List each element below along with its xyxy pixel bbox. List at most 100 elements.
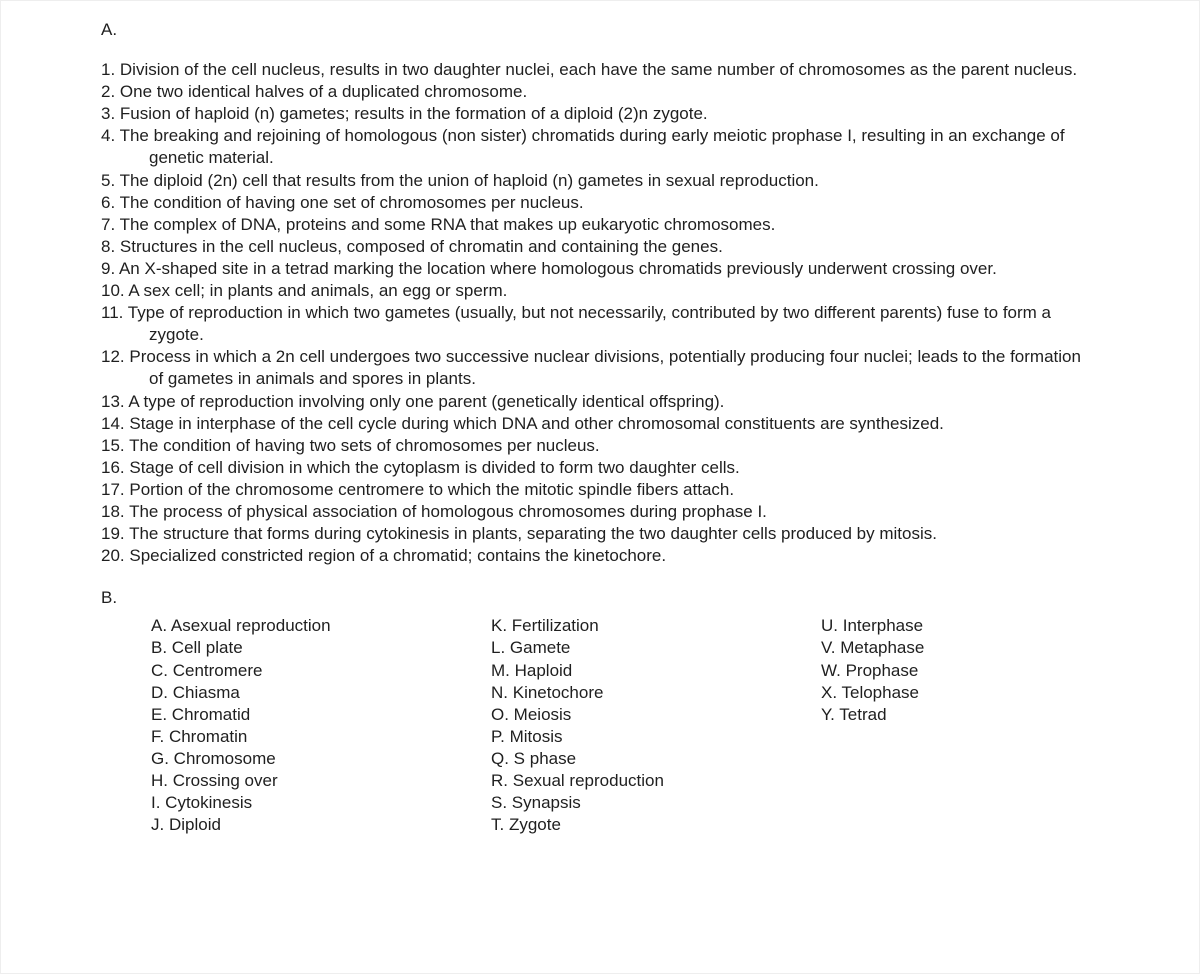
term-letter: C. xyxy=(151,661,173,680)
term-letter: P. xyxy=(491,727,510,746)
term-letter: U. xyxy=(821,616,843,635)
term-name: Mitosis xyxy=(510,727,563,746)
definition-number: 20. xyxy=(101,546,129,565)
term-item: W. Prophase xyxy=(821,660,1021,682)
term-letter: M. xyxy=(491,661,515,680)
definition-item: 9. An X-shaped site in a tetrad marking … xyxy=(101,258,1099,280)
term-name: Telophase xyxy=(841,683,919,702)
definition-text: An X-shaped site in a tetrad marking the… xyxy=(119,259,997,278)
definition-item: 8. Structures in the cell nucleus, compo… xyxy=(101,236,1099,258)
definition-item: 15. The condition of having two sets of … xyxy=(101,435,1099,457)
term-name: Chiasma xyxy=(173,683,240,702)
term-letter: R. xyxy=(491,771,513,790)
definition-number: 15. xyxy=(101,436,129,455)
term-name: Cytokinesis xyxy=(165,793,252,812)
definition-item: 14. Stage in interphase of the cell cycl… xyxy=(101,413,1099,435)
definition-text: The condition of having one set of chrom… xyxy=(120,193,584,212)
definition-text: One two identical halves of a duplicated… xyxy=(120,82,527,101)
definitions-list: 1. Division of the cell nucleus, results… xyxy=(101,59,1099,567)
term-name: Metaphase xyxy=(840,638,924,657)
term-letter: O. xyxy=(491,705,514,724)
definition-item: 13. A type of reproduction involving onl… xyxy=(101,391,1099,413)
term-name: Meiosis xyxy=(514,705,572,724)
definition-number: 14. xyxy=(101,414,129,433)
term-name: Haploid xyxy=(515,661,573,680)
definition-number: 16. xyxy=(101,458,129,477)
term-name: Synapsis xyxy=(512,793,581,812)
term-name: Tetrad xyxy=(839,705,886,724)
term-item: Q. S phase xyxy=(491,748,821,770)
term-name: Zygote xyxy=(509,815,561,834)
term-item: P. Mitosis xyxy=(491,726,821,748)
definition-text: The structure that forms during cytokine… xyxy=(129,524,937,543)
term-letter: G. xyxy=(151,749,174,768)
term-letter: I. xyxy=(151,793,165,812)
term-item: D. Chiasma xyxy=(151,682,491,704)
definition-item: 11. Type of reproduction in which two ga… xyxy=(101,302,1099,346)
term-item: C. Centromere xyxy=(151,660,491,682)
definition-text: A sex cell; in plants and animals, an eg… xyxy=(128,281,507,300)
definition-text: The complex of DNA, proteins and some RN… xyxy=(120,215,776,234)
definition-number: 18. xyxy=(101,502,129,521)
term-item: V. Metaphase xyxy=(821,637,1021,659)
term-letter: N. xyxy=(491,683,513,702)
term-name: Cell plate xyxy=(172,638,243,657)
definition-text: Division of the cell nucleus, results in… xyxy=(120,60,1077,79)
definition-number: 3. xyxy=(101,104,120,123)
definition-text: Stage in interphase of the cell cycle du… xyxy=(129,414,944,433)
term-letter: S. xyxy=(491,793,512,812)
term-item: R. Sexual reproduction xyxy=(491,770,821,792)
definition-number: 11. xyxy=(101,303,128,322)
term-item: M. Haploid xyxy=(491,660,821,682)
term-name: Interphase xyxy=(843,616,923,635)
term-item: S. Synapsis xyxy=(491,792,821,814)
term-item: E. Chromatid xyxy=(151,704,491,726)
term-letter: Q. xyxy=(491,749,514,768)
definition-number: 5. xyxy=(101,171,120,190)
term-letter: E. xyxy=(151,705,172,724)
definition-text: Type of reproduction in which two gamete… xyxy=(128,303,1051,344)
definition-text: Fusion of haploid (n) gametes; results i… xyxy=(120,104,708,123)
term-name: Kinetochore xyxy=(513,683,604,702)
term-item: X. Telophase xyxy=(821,682,1021,704)
term-letter: D. xyxy=(151,683,173,702)
term-item: A. Asexual reproduction xyxy=(151,615,491,637)
term-letter: T. xyxy=(491,815,509,834)
definition-number: 10. xyxy=(101,281,128,300)
term-name: Sexual reproduction xyxy=(513,771,664,790)
definition-item: 5. The diploid (2n) cell that results fr… xyxy=(101,170,1099,192)
terms-column-1: A. Asexual reproductionB. Cell plateC. C… xyxy=(151,615,491,836)
term-letter: F. xyxy=(151,727,169,746)
term-item: T. Zygote xyxy=(491,814,821,836)
term-item: J. Diploid xyxy=(151,814,491,836)
definition-item: 10. A sex cell; in plants and animals, a… xyxy=(101,280,1099,302)
term-letter: Y. xyxy=(821,705,839,724)
definition-item: 17. Portion of the chromosome centromere… xyxy=(101,479,1099,501)
term-item: H. Crossing over xyxy=(151,770,491,792)
term-name: Crossing over xyxy=(173,771,278,790)
definition-number: 8. xyxy=(101,237,120,256)
term-name: Centromere xyxy=(173,661,263,680)
term-item: L. Gamete xyxy=(491,637,821,659)
definition-number: 4. xyxy=(101,126,120,145)
definition-item: 16. Stage of cell division in which the … xyxy=(101,457,1099,479)
section-a-label: A. xyxy=(101,19,1099,41)
definition-item: 2. One two identical halves of a duplica… xyxy=(101,81,1099,103)
term-item: U. Interphase xyxy=(821,615,1021,637)
definition-item: 12. Process in which a 2n cell undergoes… xyxy=(101,346,1099,390)
definition-item: 7. The complex of DNA, proteins and some… xyxy=(101,214,1099,236)
term-letter: L. xyxy=(491,638,510,657)
term-name: Chromosome xyxy=(174,749,276,768)
definition-item: 19. The structure that forms during cyto… xyxy=(101,523,1099,545)
definition-item: 3. Fusion of haploid (n) gametes; result… xyxy=(101,103,1099,125)
term-letter: K. xyxy=(491,616,512,635)
definition-number: 19. xyxy=(101,524,129,543)
definition-number: 2. xyxy=(101,82,120,101)
definition-number: 12. xyxy=(101,347,129,366)
term-item: Y. Tetrad xyxy=(821,704,1021,726)
definition-text: The condition of having two sets of chro… xyxy=(129,436,600,455)
term-name: S phase xyxy=(514,749,576,768)
definition-text: Process in which a 2n cell undergoes two… xyxy=(129,347,1081,388)
terms-column-3: U. InterphaseV. MetaphaseW. ProphaseX. T… xyxy=(821,615,1021,836)
definition-number: 9. xyxy=(101,259,119,278)
